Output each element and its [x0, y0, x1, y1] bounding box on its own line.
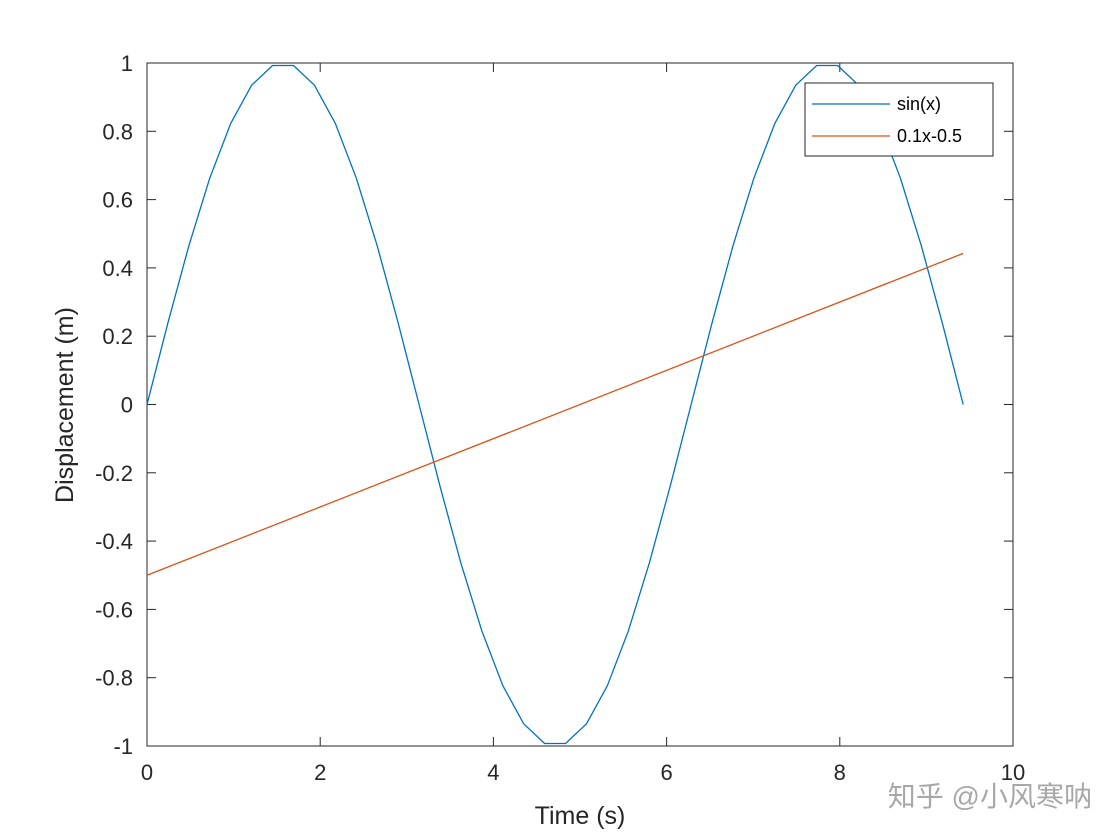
y-tick-label: 0: [121, 393, 133, 418]
x-tick-label: 2: [314, 760, 326, 785]
y-tick-label: -1: [113, 734, 133, 759]
x-tick-label: 8: [834, 760, 846, 785]
y-tick-label: -0.2: [95, 461, 133, 486]
legend-label-linear: 0.1x-0.5: [897, 126, 962, 146]
y-tick-label: -0.4: [95, 529, 133, 554]
y-axis-label: Displacement (m): [51, 307, 79, 503]
y-tick-label: 1: [121, 51, 133, 76]
x-tick-label: 10: [1001, 760, 1025, 785]
y-tick-label: 0.4: [102, 256, 133, 281]
x-axis-label: Time (s): [535, 802, 626, 830]
series-lines: [146, 64, 964, 745]
watermark-text: 知乎 @小风寒呐: [888, 781, 1092, 812]
series-line-sin: [146, 64, 964, 745]
y-tick-label: -0.8: [95, 666, 133, 691]
x-tick-label: 6: [660, 760, 672, 785]
y-tick-labels: -1 -0.8 -0.6 -0.4 -0.2 0 0.2 0.4 0.6 0.8 1: [95, 51, 133, 759]
legend: sin(x) 0.1x-0.5: [804, 82, 994, 157]
legend-box: [804, 82, 994, 157]
tick-marks: [146, 62, 1014, 747]
y-tick-label: 0.2: [102, 324, 133, 349]
x-tick-label: 4: [487, 760, 499, 785]
y-tick-label: 0.6: [102, 188, 133, 213]
x-tick-label: 0: [141, 760, 153, 785]
legend-label-sin: sin(x): [897, 94, 941, 114]
x-tick-labels: 0 2 4 6 8 10: [141, 760, 1025, 785]
y-tick-label: 0.8: [102, 119, 133, 144]
series-line-linear: [146, 252, 964, 576]
y-tick-label: -0.6: [95, 597, 133, 622]
